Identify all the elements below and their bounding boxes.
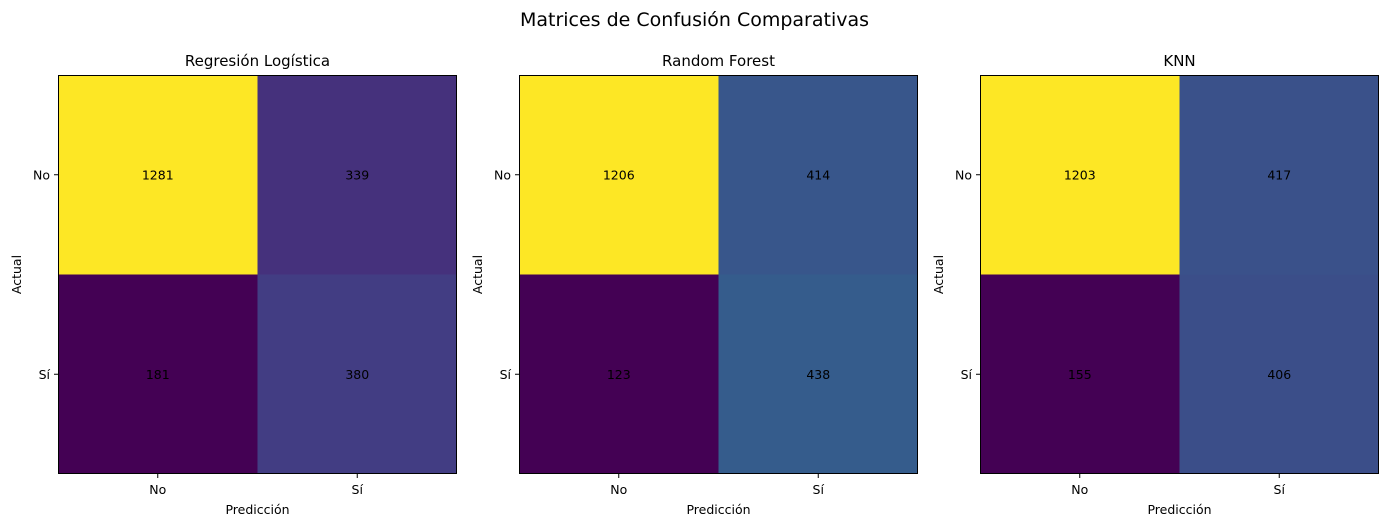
x-tick-label: No	[610, 482, 627, 497]
axes-frame	[519, 75, 918, 474]
axes-frame	[58, 75, 457, 474]
heatmap-cell	[257, 274, 457, 474]
y-axis-label: Actual	[931, 255, 946, 294]
cell-value-label: 438	[806, 367, 830, 382]
panel-title: KNN	[1163, 52, 1195, 70]
heatmap-cell	[58, 75, 258, 275]
panel-title: Regresión Logística	[185, 52, 330, 70]
x-axis-label: Predicción	[1147, 502, 1211, 517]
x-axis-label: Predicción	[686, 502, 750, 517]
cell-value-label: 181	[146, 367, 170, 382]
y-tick-label: Sí	[500, 367, 512, 382]
cell-value-label: 414	[806, 167, 830, 182]
figure-title: Matrices de Confusión Comparativas	[520, 9, 869, 31]
y-tick-label: No	[955, 167, 972, 182]
heatmap-cell	[718, 274, 918, 474]
heatmap-cell	[980, 75, 1180, 275]
cell-value-label: 1206	[603, 167, 635, 182]
cell-value-label: 380	[345, 367, 369, 382]
y-axis-label: Actual	[470, 255, 485, 294]
cell-value-label: 123	[607, 367, 631, 382]
x-tick-label: Sí	[352, 482, 364, 497]
heatmap-cell	[718, 75, 918, 275]
y-tick-label: No	[33, 167, 50, 182]
heatmap-cell	[519, 274, 719, 474]
cell-value-label: 339	[345, 167, 369, 182]
panel-2: 1206 414 123 438 Random Forest No Sí No Sí Predic…	[470, 52, 918, 517]
x-tick-label: No	[149, 482, 166, 497]
heatmap-cell	[257, 75, 457, 275]
x-tick-label: Sí	[813, 482, 825, 497]
heatmap-cell	[58, 274, 258, 474]
cell-value-label: 406	[1267, 367, 1291, 382]
cell-value-label: 1203	[1064, 167, 1096, 182]
axes-frame	[980, 75, 1379, 474]
cell-value-label: 1281	[142, 167, 174, 182]
y-tick-label: No	[494, 167, 511, 182]
panel-3: 1203 417 155 406 KNN No Sí No Sí Predicción Actual	[931, 52, 1379, 517]
panel-1: 1281 339 181 380 Regresión Logística No Sí No Sí…	[9, 52, 457, 517]
x-tick-label: Sí	[1274, 482, 1286, 497]
y-tick-label: Sí	[961, 367, 973, 382]
heatmap-cell	[1179, 274, 1379, 474]
panels-group: 1281 339 181 380 Regresión Logística No Sí No Sí…	[9, 52, 1379, 517]
cell-value-label: 417	[1267, 167, 1291, 182]
heatmap-cell	[519, 75, 719, 275]
panel-title: Random Forest	[662, 52, 775, 70]
heatmap-cell	[1179, 75, 1379, 275]
heatmap-cell	[980, 274, 1180, 474]
x-tick-label: No	[1071, 482, 1088, 497]
y-tick-label: Sí	[39, 367, 51, 382]
x-axis-label: Predicción	[225, 502, 289, 517]
y-axis-label: Actual	[9, 255, 24, 294]
cell-value-label: 155	[1068, 367, 1092, 382]
